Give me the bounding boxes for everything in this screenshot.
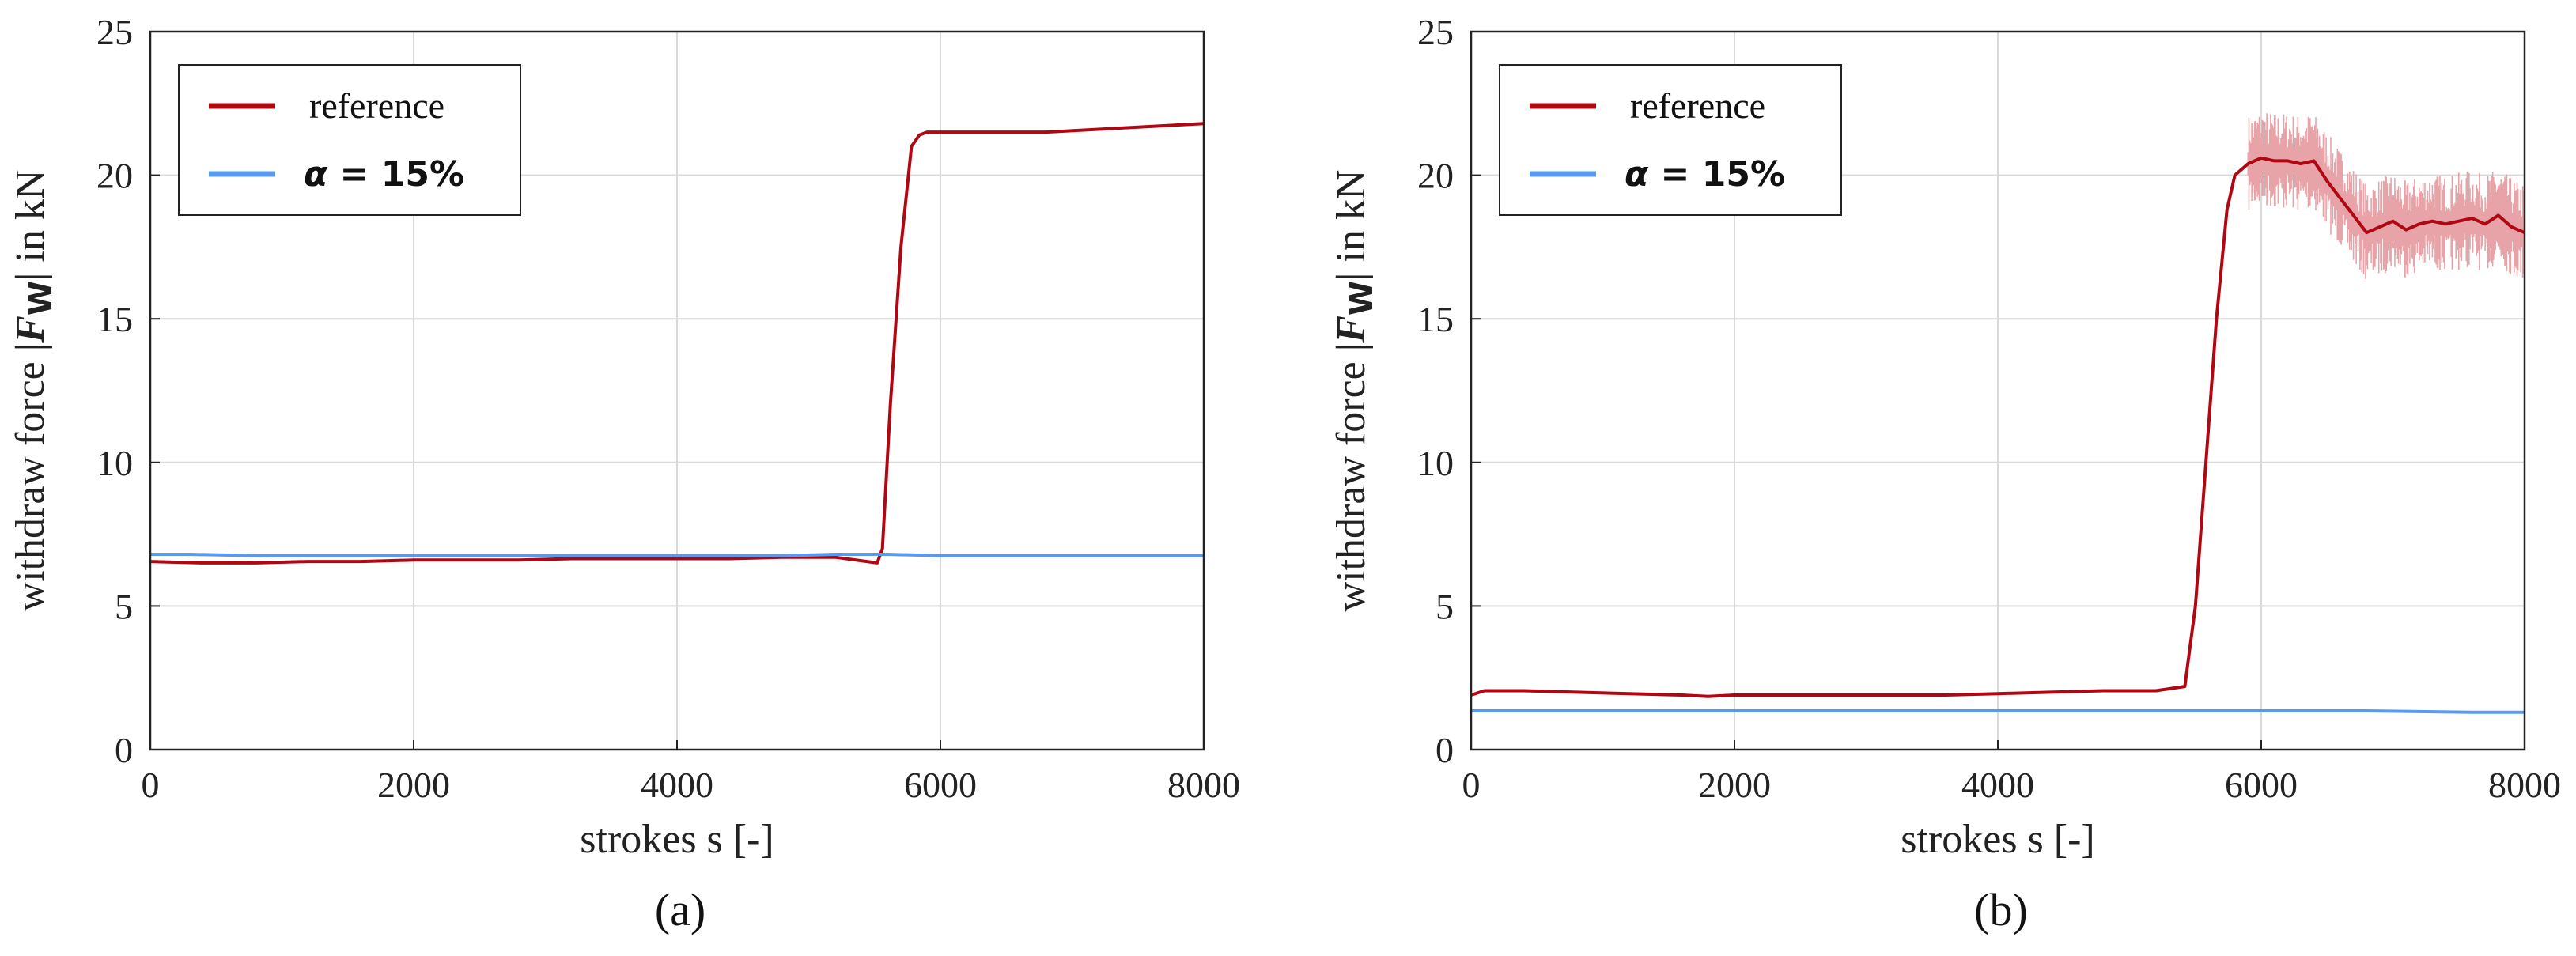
panel-caption: (a): [655, 884, 705, 935]
legend: reference α = 15%: [1499, 64, 1842, 216]
x-tick-label: 8000: [1167, 765, 1240, 805]
x-axis-label: strokes s [-]: [1901, 817, 2095, 862]
legend-label: reference: [309, 85, 444, 126]
x-tick-label: 6000: [2225, 765, 2298, 805]
y-tick-label: 5: [1436, 586, 1454, 626]
x-tick-label: 4000: [1961, 765, 2034, 805]
panel-caption: (b): [1974, 884, 2028, 935]
y-tick-label: 5: [115, 586, 133, 626]
y-tick-label: 25: [96, 12, 133, 52]
y-tick-label: 15: [96, 299, 133, 339]
legend: reference α = 15%: [178, 64, 521, 216]
y-tick-label: 0: [115, 730, 133, 770]
x-tick-label: 6000: [904, 765, 977, 805]
y-tick-label: 25: [1417, 12, 1454, 52]
legend-label: α = 15%: [304, 154, 464, 195]
legend-label: reference: [1630, 85, 1765, 126]
series-line: [1471, 709, 2525, 714]
y-tick-label: 10: [1417, 443, 1454, 483]
legend-box: [178, 64, 521, 216]
x-tick-label: 2000: [377, 765, 450, 805]
raw-signal-band: [2247, 113, 2525, 279]
y-tick-label: 0: [1436, 730, 1454, 770]
series-line: [150, 553, 1204, 557]
y-axis-label: withdraw force |FW| in kN: [1329, 170, 1380, 612]
chart-panel-2: 0 2000 4000 6000 8000 0 5 10 15 20 25 strokes s [-]…: [1329, 12, 2561, 935]
series-line: [149, 122, 1205, 565]
legend-box: [1499, 64, 1842, 216]
legend-label: α = 15%: [1625, 154, 1785, 195]
y-tick-label: 20: [96, 156, 133, 196]
series-line: [1470, 156, 2525, 698]
y-tick-label: 15: [1417, 299, 1454, 339]
series-alpha-2: [1471, 709, 2525, 714]
x-tick-label: 0: [142, 765, 160, 805]
y-axis-label: withdraw force |FW| in kN: [8, 170, 59, 612]
x-tick-label: 8000: [2488, 765, 2561, 805]
x-tick-label: 0: [1462, 765, 1481, 805]
y-tick-label: 10: [96, 443, 133, 483]
x-tick-label: 4000: [641, 765, 713, 805]
x-tick-label: 2000: [1698, 765, 1771, 805]
series-reference-1: [149, 122, 1205, 565]
x-axis-label: strokes s [-]: [580, 817, 774, 862]
series-alpha-1: [150, 553, 1204, 557]
series-reference-2: [1470, 113, 2525, 698]
chart-panel-1: 0 2000 4000 6000 8000 0 5 10 15 20 25 strokes s [-]…: [8, 12, 1240, 935]
y-tick-label: 20: [1417, 156, 1454, 196]
